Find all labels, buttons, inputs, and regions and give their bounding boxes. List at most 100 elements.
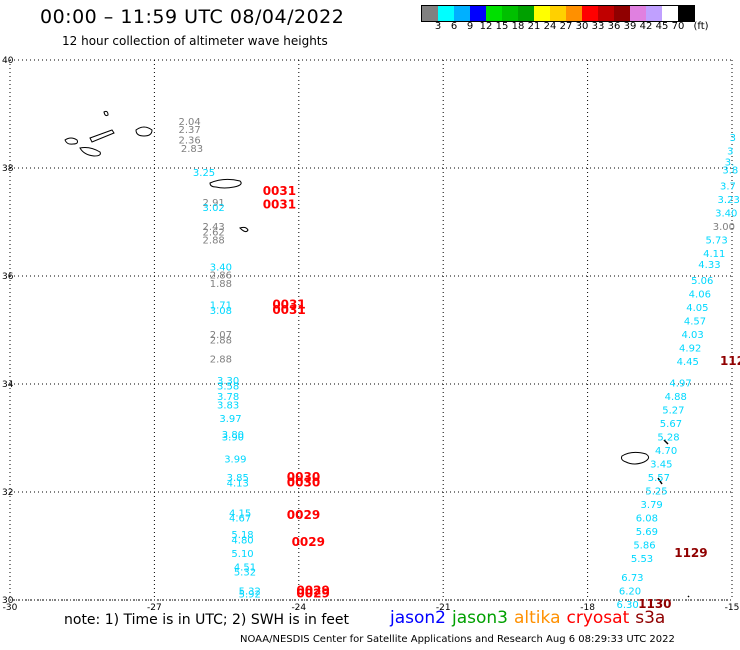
pass-time-label: 0031	[263, 184, 296, 198]
wave-height-label: 4.45	[677, 357, 699, 368]
wave-height-label: 4.70	[655, 446, 677, 457]
wave-height-label: 3.	[725, 157, 735, 168]
legend-item-cryosat: cryosat	[566, 608, 630, 628]
wave-height-label: 2.43	[203, 222, 225, 233]
pass-time-label: 0031	[272, 297, 305, 311]
longitude-tick-label: -30	[3, 603, 18, 613]
wave-height-label: 3	[730, 133, 736, 144]
wave-height-label: 5.67	[660, 419, 682, 430]
wave-height-label: 3.80	[222, 430, 244, 441]
color-swatch	[454, 6, 470, 21]
color-scale-label: 15	[495, 21, 509, 32]
wave-height-label: 3.97	[219, 414, 241, 425]
wave-height-label: 2.88	[210, 336, 232, 347]
wave-height-label: 5.27	[662, 406, 684, 417]
color-swatch	[502, 6, 518, 21]
color-swatch	[534, 6, 550, 21]
wave-height-label: 5.28	[657, 433, 679, 444]
wave-height-label: 6.73	[621, 573, 643, 584]
latitude-tick-label: 32	[2, 488, 13, 498]
longitude-tick-label: -24	[291, 603, 306, 613]
island-outline	[239, 226, 249, 233]
wave-height-label: 4.97	[669, 379, 691, 390]
wave-height-label: 2.37	[178, 125, 200, 136]
latitude-tick-label: 30	[2, 596, 14, 606]
wave-height-label: 3.79	[641, 500, 663, 511]
island-outline	[657, 439, 690, 598]
wave-height-label: 6.20	[619, 587, 641, 598]
wave-height-label: 2.88	[203, 236, 225, 247]
color-scale-label: 27	[559, 21, 573, 32]
wave-height-label: 4.05	[686, 303, 708, 314]
wave-height-label: 5.18	[231, 530, 253, 541]
map-subtitle: 12 hour collection of altimeter wave hei…	[62, 34, 328, 48]
color-swatch	[614, 6, 630, 21]
island-outline	[64, 137, 78, 145]
legend-item-jason2: jason2	[390, 608, 446, 628]
color-scale-label: 70	[671, 21, 685, 32]
color-swatch	[486, 6, 502, 21]
color-swatch	[550, 6, 566, 21]
wave-height-label: 5.06	[691, 276, 713, 287]
pass-time-label: 1129	[674, 546, 707, 560]
color-scale-label: 6	[450, 21, 458, 32]
legend-item-jason3: jason3	[452, 608, 508, 628]
color-scale-label: 33	[591, 21, 605, 32]
wave-height-label: 2.07	[210, 330, 232, 341]
wave-height-label: 3.99	[224, 454, 246, 465]
color-swatch	[598, 6, 614, 21]
wave-height-label: 2.88	[210, 354, 232, 365]
pass-time-label: 0031	[272, 303, 305, 317]
wave-height-label: 2.04	[178, 117, 200, 128]
wave-height-label: 3.40	[210, 263, 232, 274]
wave-height-label: 4.88	[665, 392, 687, 403]
color-scale-label: 3	[434, 21, 442, 32]
wave-height-label: 5.25	[645, 487, 667, 498]
wave-height-label: 3.40	[715, 209, 737, 220]
wave-height-label: 3.90	[222, 433, 244, 444]
wave-height-label: 3.30	[217, 376, 239, 387]
wave-height-label: 4.13	[227, 479, 249, 490]
color-swatch	[438, 6, 454, 21]
wave-height-label: 3.25	[193, 168, 215, 179]
wave-height-label: 6.30	[616, 600, 638, 611]
island-outline	[79, 147, 101, 157]
wave-height-label: 5.57	[648, 473, 670, 484]
color-scale-label: 30	[575, 21, 589, 32]
wave-height-label: 5.53	[631, 554, 653, 565]
wave-height-label: 2.91	[203, 198, 225, 209]
longitude-tick-label: -15	[725, 603, 740, 613]
longitude-tick-label: -27	[147, 603, 162, 613]
wave-height-label: 5.92	[239, 589, 261, 600]
wave-height-label: 5.32	[234, 568, 256, 579]
color-swatch	[518, 6, 534, 21]
color-scale-label: 18	[511, 21, 525, 32]
island-outline	[209, 178, 242, 189]
wave-height-label: 4.06	[689, 290, 711, 301]
wave-height-label: 1.71	[210, 300, 232, 311]
latitude-tick-label: 40	[2, 56, 14, 66]
wave-height-label: 3.00	[713, 222, 735, 233]
wave-height-label: 1.88	[210, 279, 232, 290]
wave-height-label: 4.80	[231, 535, 253, 546]
satellite-legend: jason2 jason3 altika cryosat s3a	[390, 608, 671, 628]
wave-height-label: 4.33	[698, 260, 720, 271]
color-swatch	[422, 6, 438, 21]
latitude-tick-label: 38	[2, 164, 14, 174]
wave-height-label: 3	[727, 147, 733, 158]
wave-height-label: 5.86	[633, 541, 655, 552]
wave-height-label: 3.08	[210, 306, 232, 317]
pass-time-label: 0030	[287, 470, 320, 484]
pass-time-label: 1130	[638, 597, 671, 611]
wave-height-label: 3.45	[650, 460, 672, 471]
pass-time-label: 0029	[292, 535, 325, 549]
footer-note: note: 1) Time is in UTC; 2) SWH is in fe…	[64, 612, 350, 628]
color-swatch	[678, 6, 694, 21]
color-swatch	[662, 6, 678, 21]
pass-time-label: 0031	[263, 198, 296, 212]
wave-height-label: 4.51	[234, 562, 256, 573]
island-outline	[103, 110, 109, 117]
wave-height-label: 6.08	[636, 514, 658, 525]
latitude-tick-label: 36	[2, 272, 14, 282]
